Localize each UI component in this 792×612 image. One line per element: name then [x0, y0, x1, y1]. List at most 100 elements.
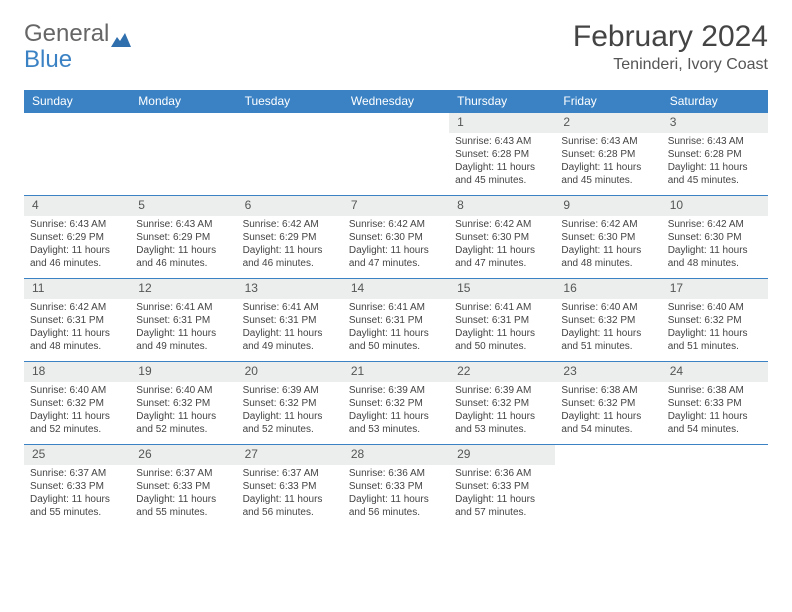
day-number: 11	[24, 279, 130, 299]
dow-thursday: Thursday	[449, 90, 555, 112]
day-number: 25	[24, 445, 130, 465]
day-number: 9	[555, 196, 661, 216]
day-body: Sunrise: 6:36 AMSunset: 6:33 PMDaylight:…	[343, 465, 449, 523]
day-cell: 2Sunrise: 6:43 AMSunset: 6:28 PMDaylight…	[555, 113, 661, 195]
sunset-text: Sunset: 6:33 PM	[243, 480, 337, 493]
sunset-text: Sunset: 6:33 PM	[668, 397, 762, 410]
day-number: 3	[662, 113, 768, 133]
sunset-text: Sunset: 6:32 PM	[243, 397, 337, 410]
daylight-text: Daylight: 11 hours and 54 minutes.	[668, 410, 762, 436]
brand-part2: Blue	[24, 46, 72, 74]
sunset-text: Sunset: 6:33 PM	[30, 480, 124, 493]
day-cell: 1Sunrise: 6:43 AMSunset: 6:28 PMDaylight…	[449, 113, 555, 195]
day-body: Sunrise: 6:39 AMSunset: 6:32 PMDaylight:…	[237, 382, 343, 440]
day-number: 5	[130, 196, 236, 216]
day-number: 21	[343, 362, 449, 382]
sunset-text: Sunset: 6:29 PM	[30, 231, 124, 244]
week-row: 25Sunrise: 6:37 AMSunset: 6:33 PMDayligh…	[24, 444, 768, 527]
day-number: 14	[343, 279, 449, 299]
day-cell	[555, 445, 661, 527]
day-body: Sunrise: 6:38 AMSunset: 6:33 PMDaylight:…	[662, 382, 768, 440]
day-cell: 17Sunrise: 6:40 AMSunset: 6:32 PMDayligh…	[662, 279, 768, 361]
sunrise-text: Sunrise: 6:43 AM	[455, 135, 549, 148]
daylight-text: Daylight: 11 hours and 45 minutes.	[561, 161, 655, 187]
day-cell	[343, 113, 449, 195]
sunset-text: Sunset: 6:32 PM	[136, 397, 230, 410]
location: Teninderi, Ivory Coast	[573, 56, 768, 74]
day-body: Sunrise: 6:40 AMSunset: 6:32 PMDaylight:…	[130, 382, 236, 440]
sunrise-text: Sunrise: 6:43 AM	[561, 135, 655, 148]
sunset-text: Sunset: 6:28 PM	[668, 148, 762, 161]
day-cell: 9 Sunrise: 6:42 AMSunset: 6:30 PMDaylight…	[555, 196, 661, 278]
sunset-text: Sunset: 6:32 PM	[455, 397, 549, 410]
title-block: February 2024 Teninderi, Ivory Coast	[573, 20, 768, 74]
sunset-text: Sunset: 6:30 PM	[668, 231, 762, 244]
day-body: Sunrise: 6:39 AMSunset: 6:32 PMDaylight:…	[449, 382, 555, 440]
daylight-text: Daylight: 11 hours and 50 minutes.	[349, 327, 443, 353]
day-cell: 6Sunrise: 6:42 AMSunset: 6:29 PMDaylight…	[237, 196, 343, 278]
sunset-text: Sunset: 6:33 PM	[349, 480, 443, 493]
day-cell: 3Sunrise: 6:43 AMSunset: 6:28 PMDaylight…	[662, 113, 768, 195]
day-body: Sunrise: 6:43 AMSunset: 6:28 PMDaylight:…	[555, 133, 661, 191]
sunrise-text: Sunrise: 6:42 AM	[30, 301, 124, 314]
sunrise-text: Sunrise: 6:41 AM	[136, 301, 230, 314]
day-number: 16	[555, 279, 661, 299]
day-number: 24	[662, 362, 768, 382]
dow-monday: Monday	[130, 90, 236, 112]
dow-header-row: SundayMondayTuesdayWednesdayThursdayFrid…	[24, 90, 768, 112]
sunrise-text: Sunrise: 6:37 AM	[136, 467, 230, 480]
sunset-text: Sunset: 6:32 PM	[668, 314, 762, 327]
day-cell: 24Sunrise: 6:38 AMSunset: 6:33 PMDayligh…	[662, 362, 768, 444]
day-number: 4	[24, 196, 130, 216]
day-cell	[237, 113, 343, 195]
day-cell: 13Sunrise: 6:41 AMSunset: 6:31 PMDayligh…	[237, 279, 343, 361]
sunset-text: Sunset: 6:33 PM	[136, 480, 230, 493]
week-row: 11Sunrise: 6:42 AMSunset: 6:31 PMDayligh…	[24, 278, 768, 361]
daylight-text: Daylight: 11 hours and 47 minutes.	[455, 244, 549, 270]
sunset-text: Sunset: 6:33 PM	[455, 480, 549, 493]
dow-saturday: Saturday	[662, 90, 768, 112]
day-cell: 25Sunrise: 6:37 AMSunset: 6:33 PMDayligh…	[24, 445, 130, 527]
day-body: Sunrise: 6:38 AMSunset: 6:32 PMDaylight:…	[555, 382, 661, 440]
sunset-text: Sunset: 6:30 PM	[561, 231, 655, 244]
day-number: 8	[449, 196, 555, 216]
day-number: 22	[449, 362, 555, 382]
day-cell	[130, 113, 236, 195]
day-number: 13	[237, 279, 343, 299]
day-body: Sunrise: 6:37 AMSunset: 6:33 PMDaylight:…	[24, 465, 130, 523]
sunset-text: Sunset: 6:30 PM	[455, 231, 549, 244]
day-cell: 4Sunrise: 6:43 AMSunset: 6:29 PMDaylight…	[24, 196, 130, 278]
daylight-text: Daylight: 11 hours and 47 minutes.	[349, 244, 443, 270]
day-cell: 29Sunrise: 6:36 AMSunset: 6:33 PMDayligh…	[449, 445, 555, 527]
dow-friday: Friday	[555, 90, 661, 112]
sunrise-text: Sunrise: 6:38 AM	[668, 384, 762, 397]
week-row: 4Sunrise: 6:43 AMSunset: 6:29 PMDaylight…	[24, 195, 768, 278]
sunset-text: Sunset: 6:32 PM	[30, 397, 124, 410]
daylight-text: Daylight: 11 hours and 52 minutes.	[136, 410, 230, 436]
dow-sunday: Sunday	[24, 90, 130, 112]
sunrise-text: Sunrise: 6:37 AM	[30, 467, 124, 480]
sunrise-text: Sunrise: 6:41 AM	[243, 301, 337, 314]
daylight-text: Daylight: 11 hours and 49 minutes.	[136, 327, 230, 353]
sunset-text: Sunset: 6:28 PM	[561, 148, 655, 161]
calendar-grid: SundayMondayTuesdayWednesdayThursdayFrid…	[24, 90, 768, 527]
sunrise-text: Sunrise: 6:41 AM	[455, 301, 549, 314]
daylight-text: Daylight: 11 hours and 53 minutes.	[349, 410, 443, 436]
day-body: Sunrise: 6:42 AMSunset: 6:29 PMDaylight:…	[237, 216, 343, 274]
day-cell: 5Sunrise: 6:43 AMSunset: 6:29 PMDaylight…	[130, 196, 236, 278]
day-body: Sunrise: 6:41 AMSunset: 6:31 PMDaylight:…	[343, 299, 449, 357]
sunrise-text: Sunrise: 6:42 AM	[561, 218, 655, 231]
sunset-text: Sunset: 6:29 PM	[136, 231, 230, 244]
sunrise-text: Sunrise: 6:37 AM	[243, 467, 337, 480]
sunset-text: Sunset: 6:30 PM	[349, 231, 443, 244]
sunset-text: Sunset: 6:32 PM	[561, 397, 655, 410]
sunset-text: Sunset: 6:32 PM	[561, 314, 655, 327]
sunrise-text: Sunrise: 6:42 AM	[455, 218, 549, 231]
sunset-text: Sunset: 6:31 PM	[30, 314, 124, 327]
sunset-text: Sunset: 6:31 PM	[136, 314, 230, 327]
daylight-text: Daylight: 11 hours and 48 minutes.	[561, 244, 655, 270]
daylight-text: Daylight: 11 hours and 56 minutes.	[349, 493, 443, 519]
daylight-text: Daylight: 11 hours and 45 minutes.	[668, 161, 762, 187]
daylight-text: Daylight: 11 hours and 48 minutes.	[668, 244, 762, 270]
day-cell: 12Sunrise: 6:41 AMSunset: 6:31 PMDayligh…	[130, 279, 236, 361]
